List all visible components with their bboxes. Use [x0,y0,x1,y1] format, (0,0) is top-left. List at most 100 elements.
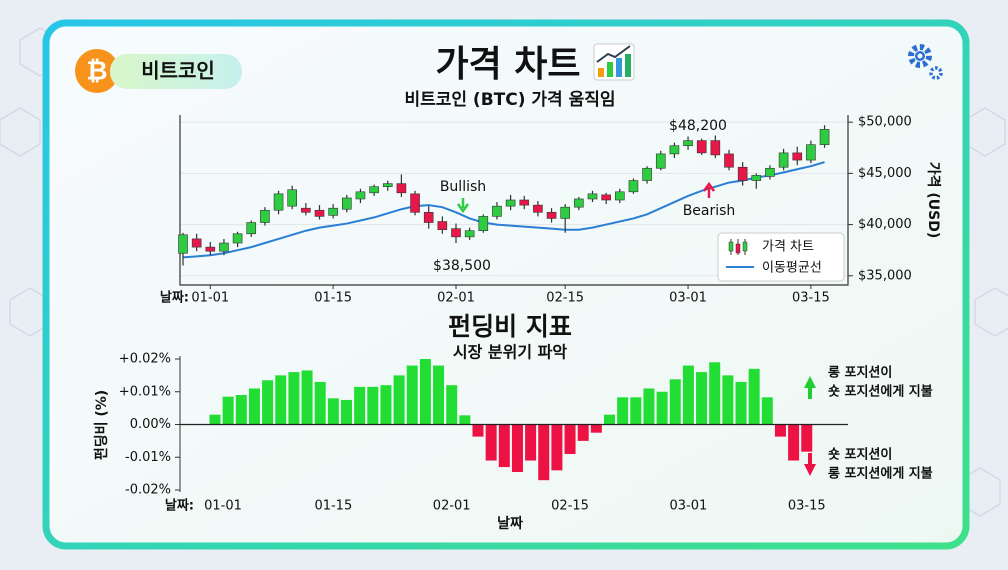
annotation: 롱 포지션에게 지불 [828,466,933,482]
y-tick-label: +0.01% [119,384,171,399]
moving-average-line [182,161,825,259]
candle-body [328,207,338,216]
x-tick-label: 03-01 [670,499,708,514]
candle-body [341,197,352,210]
x-axis-label: 날짜 [497,516,523,532]
candle-body [492,205,502,217]
candle-body [533,204,543,213]
candle-body [574,198,584,208]
candle-body [355,191,366,200]
bar [354,386,366,425]
bar [748,368,760,425]
y-tick-label: $40,000 [858,217,912,232]
bar [617,397,629,425]
candle-body [765,167,775,177]
candle-body [273,193,284,211]
logo [75,49,119,93]
y-tick-label: 0.00% [130,417,171,432]
y-axis-label: 펀딩비 (%) [93,390,110,460]
x-tick-label: 03-01 [669,291,707,306]
bar [380,385,392,425]
up-arrow [804,376,816,399]
legend-candle-body [728,241,734,252]
candle-body [464,230,475,238]
candle-body [451,228,461,238]
legend-box [717,232,845,282]
bar [472,424,484,437]
candle-body [642,167,652,181]
annotation: $48,200 [669,118,727,134]
bar [446,385,458,425]
badge-label: 비트코인 [141,59,215,83]
candle-body [382,183,393,187]
candle-body [655,153,666,169]
candle-body [478,216,489,232]
bar [538,424,550,481]
bar [433,365,445,425]
x-tick-prefix: 날짜: [165,498,194,514]
annotation: $38,500 [433,258,491,274]
axis [179,115,849,286]
chart-subtitle: 비트코인 (BTC) 가격 움직임 [404,89,615,110]
candle-body [819,129,830,145]
y-tick-label: $45,000 [858,166,912,181]
candle-body [601,194,611,201]
candle-body [314,209,325,217]
x-tick-label: 03-15 [792,291,830,306]
candle-body [410,193,420,213]
candle-body [778,152,789,168]
annotation: Bullish [440,179,486,195]
candle-body [287,189,298,207]
y-tick-label: -0.01% [125,450,171,465]
bar [248,388,260,425]
y-tick-label: $50,000 [858,115,912,130]
bar [643,388,655,425]
candle-body [232,233,243,244]
legend-label: 이동평균선 [762,261,822,276]
candle-body [205,246,216,252]
x-tick-label: 03-15 [788,499,826,514]
settings-icon[interactable] [908,44,943,80]
y-axis-label: 가격 (USD) [925,162,942,239]
logo-symbol: ₿ [86,57,107,87]
bar [406,365,418,425]
candle-body [369,186,379,194]
x-tick-label: 02-15 [546,291,584,306]
bar [788,424,800,461]
bar [341,399,352,425]
bar [393,375,405,425]
bar [525,424,537,461]
x-tick-label: 01-01 [204,499,242,514]
bar [209,414,221,425]
bar [419,359,431,425]
candle-body [437,221,448,230]
candle-body [505,199,516,207]
bar [498,424,510,468]
candle-body [614,191,625,201]
bar [801,424,813,452]
bar [682,365,694,425]
bar [262,380,274,425]
candle-body [546,211,557,219]
y-tick-label: $35,000 [858,268,912,283]
annotation: 숏 포지션이 [828,447,892,463]
candle-body [396,183,407,194]
y-tick-label: +0.02% [119,352,171,367]
candle-body [683,140,693,147]
x-tick-label: 02-01 [433,499,471,514]
x-tick-prefix: 날짜: [160,290,189,306]
candle-body [710,140,721,156]
bar [656,391,668,425]
bar [301,370,313,425]
bar [314,381,326,425]
bar [235,395,247,425]
bar [459,415,471,425]
candle-body [246,222,257,235]
candle-body [219,242,229,252]
candle-body [806,144,816,161]
candle-body [587,193,598,200]
x-tick-label: 01-15 [314,499,352,514]
candle-body [751,175,762,181]
x-tick-label: 01-15 [314,291,352,306]
